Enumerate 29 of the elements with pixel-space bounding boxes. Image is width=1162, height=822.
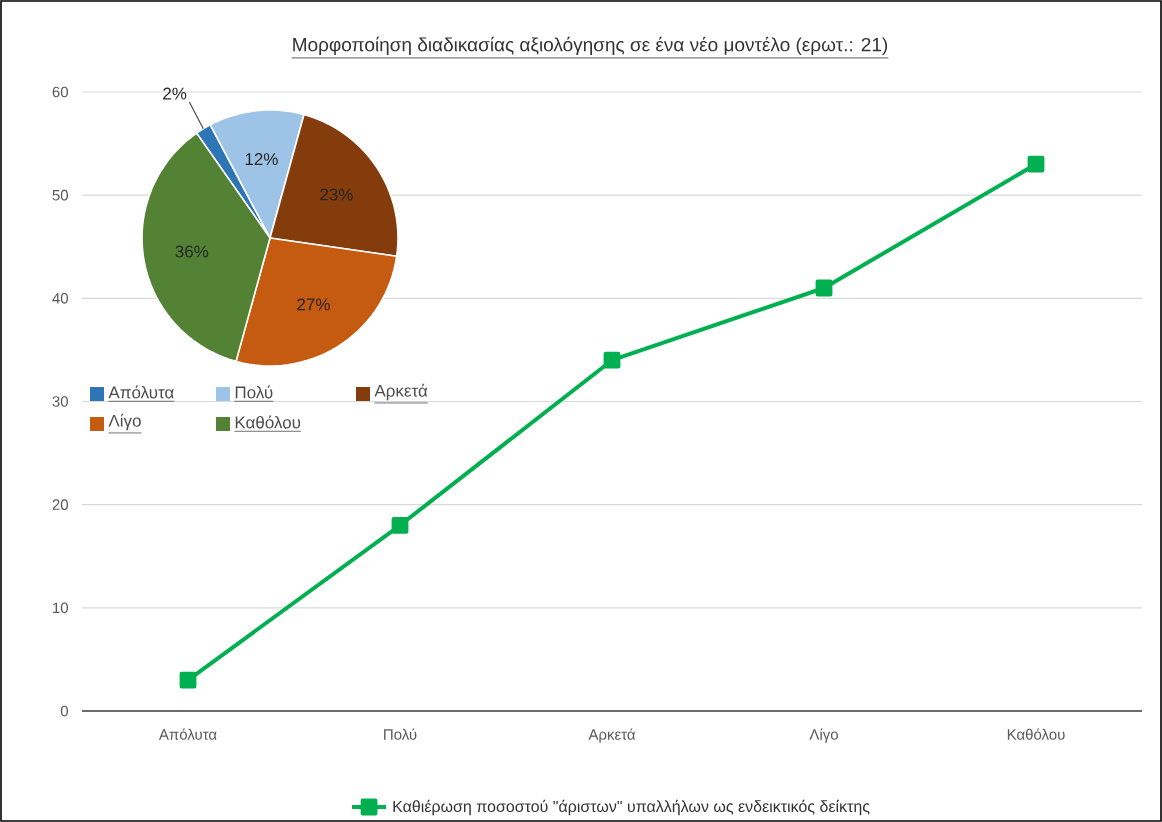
data-label: 12% — [245, 153, 278, 166]
data-label: 36% — [175, 245, 209, 258]
y-tick-label: 30 — [52, 396, 69, 407]
legend-label: Καθόλου — [235, 415, 301, 429]
legend-label: Απόλυτα — [108, 385, 174, 399]
data-label: 27% — [297, 298, 330, 311]
point — [603, 351, 621, 369]
legend-label: Πολύ — [235, 385, 273, 399]
x-tick-label: Αρκετά — [588, 728, 636, 743]
legend-label: Λίγο — [108, 413, 141, 431]
x-tick-label: Λίγο — [809, 728, 838, 743]
point — [179, 671, 197, 689]
x-tick-label: Καθόλου — [1007, 728, 1065, 740]
point — [1027, 155, 1045, 173]
y-tick-label: 20 — [52, 499, 69, 510]
y-tick-label: 50 — [52, 189, 69, 201]
x-tick-label: Απόλυτα — [158, 728, 217, 740]
x-tick-label: Πολύ — [384, 728, 417, 740]
point — [815, 279, 833, 297]
point — [391, 516, 409, 534]
legend-label: Αρκετά — [374, 383, 428, 401]
y-tick-label: 0 — [60, 705, 69, 717]
y-tick-label: 40 — [52, 293, 69, 304]
data-label: 23% — [320, 188, 353, 201]
data-label: 2% — [163, 87, 187, 100]
y-tick-label: 60 — [52, 86, 69, 98]
legend-label: Καθιέρωση ποσοστού "άριστων" υπαλλήλων ως ενδεικτικός δείκτης — [393, 799, 870, 816]
y-tick-label: 10 — [53, 602, 69, 614]
chart-title: Μορφοποίηση διαδικασίας αξιολόγησης σε ένα νέο μοντέλο (ερωτ.: 21) — [293, 36, 888, 56]
